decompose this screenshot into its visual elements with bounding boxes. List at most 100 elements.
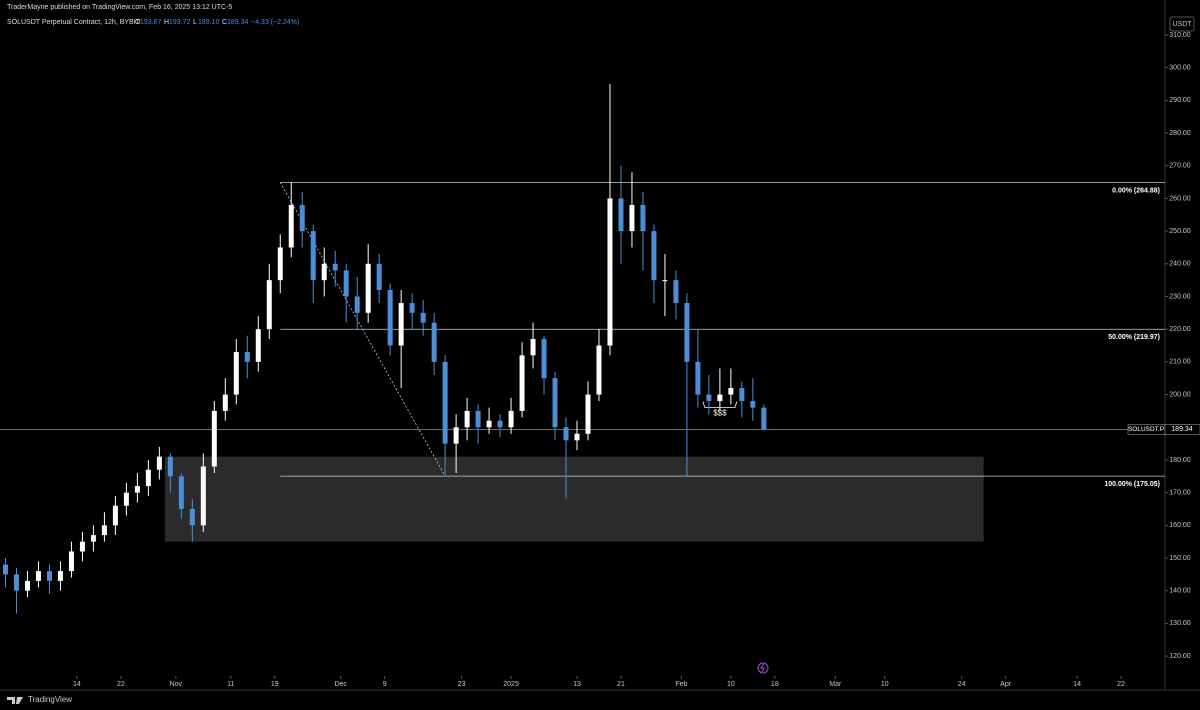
candle-body (497, 420, 503, 428)
candle-body (332, 263, 338, 271)
candle-body (508, 410, 514, 428)
candle-body (574, 433, 580, 441)
candle-body (387, 289, 393, 346)
candle-body (684, 303, 690, 362)
candle-body (695, 361, 701, 395)
candle-body (629, 204, 635, 232)
candle-body (101, 525, 107, 536)
candle-body (24, 580, 30, 591)
x-tick-label: 18 (771, 681, 779, 688)
last-price-tag (1164, 424, 1200, 435)
candle-body (728, 388, 734, 395)
candle-body (739, 388, 745, 402)
last-price-value: 189.34 (1171, 426, 1193, 433)
candle-body (607, 198, 613, 346)
currency-box (1169, 16, 1195, 32)
candle-body (673, 280, 679, 304)
candle-body (563, 427, 569, 441)
ohlc-key: H (164, 19, 169, 26)
x-tick-label: 9 (383, 681, 387, 688)
y-tick-label: 260.00 (1169, 195, 1191, 202)
candle-body (112, 505, 118, 526)
candle-body (596, 345, 602, 395)
candle-body (420, 312, 426, 323)
y-tick-label: 220.00 (1169, 326, 1191, 333)
y-tick-label: 170.00 (1169, 489, 1191, 496)
y-tick-label: 310.00 (1169, 32, 1191, 39)
candle-body (662, 280, 668, 282)
candle-body (46, 571, 52, 581)
annotation: $$$ (713, 409, 727, 418)
candle-body (189, 508, 195, 526)
candle-body (398, 303, 404, 346)
candle-body (541, 338, 547, 379)
candle-body (651, 231, 657, 281)
candle-body (750, 401, 756, 408)
candle-body (299, 204, 305, 232)
demand-zone (164, 456, 984, 542)
candle-body (277, 247, 283, 281)
y-tick-label: 150.00 (1169, 555, 1191, 562)
candle-body (761, 407, 767, 430)
candle-body (475, 410, 481, 428)
y-tick-label: 120.00 (1169, 653, 1191, 660)
x-tick-label: Dec (334, 681, 347, 688)
x-tick-label: 11 (227, 681, 234, 688)
candle-body (211, 410, 217, 467)
candle-body (706, 394, 712, 402)
y-tick-label: 200.00 (1169, 391, 1191, 398)
fib-trend (279, 182, 446, 477)
candle-body (145, 469, 151, 487)
x-tick-label: Mar (829, 681, 842, 688)
x-tick-label: 14 (1073, 681, 1081, 688)
candle-body (486, 420, 492, 428)
ohlc-value: 193.72 (169, 19, 191, 26)
candle-body (453, 427, 459, 444)
candle-body (717, 394, 723, 402)
x-tick-label: 22 (117, 681, 125, 688)
candle-body (464, 410, 470, 428)
candle-body (530, 338, 536, 356)
fib-label: 100.00% (175.05) (1104, 481, 1160, 488)
y-tick-label: 240.00 (1169, 261, 1191, 268)
fib-label: 50.00% (219.97) (1108, 334, 1160, 341)
ohlc-legend: O 193.67 H 193.72 L 189.10 C 189.34 −4.33 (−2.24… (135, 19, 299, 26)
currency: USDT (1172, 21, 1192, 28)
y-tick-label: 290.00 (1169, 97, 1191, 104)
brand: TradingView (28, 695, 72, 704)
ohlc-change: −4.33 (−2.24%) (251, 19, 299, 26)
ohlc-value: 193.67 (140, 19, 162, 26)
candle-body (354, 296, 360, 313)
candle-body (68, 551, 74, 572)
candle-body (519, 355, 525, 411)
candle-body (244, 352, 250, 362)
event-icon (757, 662, 769, 674)
published: TraderMayne published on TradingView.com… (7, 4, 232, 11)
candle-body (365, 263, 371, 313)
y-tick-label: 180.00 (1169, 457, 1191, 464)
x-tick-label: Apr (1000, 681, 1012, 688)
x-tick-label: 19 (271, 681, 279, 688)
candle-body (35, 571, 41, 581)
x-tick-label: 13 (573, 681, 581, 688)
ohlc-value: 189.10 (198, 19, 220, 26)
y-tick-label: 210.00 (1169, 359, 1191, 366)
candle-body (167, 456, 173, 477)
candle-body (2, 564, 8, 575)
last-price-symbol: SOLUSDT.P (1128, 426, 1164, 433)
y-tick-label: 140.00 (1169, 588, 1191, 595)
x-tick-label: 23 (458, 681, 466, 688)
candle-body (90, 535, 96, 542)
candle-body (442, 361, 448, 444)
x-tick-label: 2025 (503, 681, 519, 688)
candle-body (266, 280, 272, 330)
candle-body (321, 263, 327, 281)
x-tick-label: 24 (958, 681, 966, 688)
candle-body (13, 574, 19, 591)
candle-body (222, 394, 228, 411)
ohlc-key: L (193, 19, 197, 26)
x-tick-label: Nov (170, 681, 183, 688)
x-tick-label: 10 (881, 681, 889, 688)
